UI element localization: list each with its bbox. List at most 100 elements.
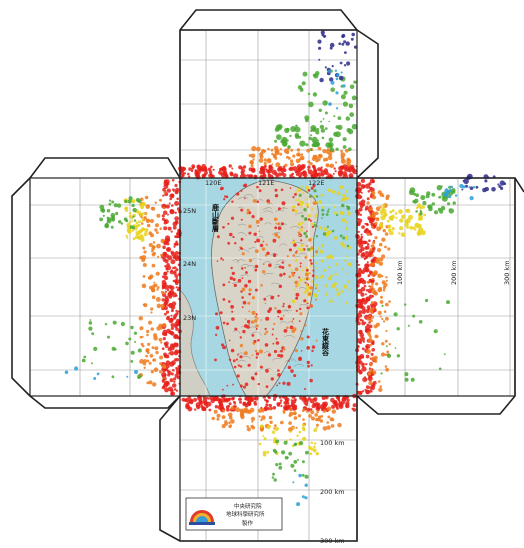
quake-dot [185, 404, 190, 410]
quake-dot [256, 200, 260, 203]
quake-dot [371, 311, 374, 314]
quake-dot [404, 303, 407, 306]
quake-dot [351, 32, 356, 37]
quake-dot [380, 372, 383, 375]
quake-dot [126, 236, 129, 239]
quake-dot [246, 319, 251, 324]
quake-dot [245, 397, 249, 401]
quake-dot [365, 222, 369, 226]
quake-dot [356, 222, 361, 227]
quake-dot [174, 251, 179, 255]
quake-dot [234, 327, 238, 331]
quake-dot [267, 353, 271, 357]
quake-dot [376, 217, 379, 220]
quake-dot [150, 206, 154, 210]
quake-dot [369, 386, 373, 390]
quake-dot [346, 255, 349, 258]
quake-dot [89, 319, 92, 321]
quake-dot [139, 335, 143, 339]
quake-dot [166, 213, 169, 216]
quake-dot [129, 225, 134, 229]
quake-dot [305, 118, 309, 123]
quake-dot [263, 437, 267, 441]
quake-dot [326, 210, 330, 213]
quake-dot [361, 270, 365, 274]
quake-dot [363, 284, 367, 288]
quake-dot [219, 167, 224, 171]
quake-dot [315, 253, 318, 256]
quake-dot [322, 232, 327, 236]
quake-dot [257, 339, 260, 342]
quake-dot [146, 219, 149, 222]
quake-dot [244, 284, 248, 288]
quake-dot [147, 342, 151, 346]
relief-stroke [262, 261, 272, 265]
quake-dot [325, 234, 329, 237]
quake-dot [320, 193, 324, 197]
relief-stroke [237, 196, 249, 200]
quake-dot [309, 290, 312, 293]
quake-dot [368, 333, 372, 337]
quake-dot [173, 334, 178, 340]
south-dist-200: 200 km [320, 488, 345, 496]
quake-dot [465, 184, 468, 188]
quake-dot [299, 396, 303, 400]
quake-dot [254, 396, 259, 401]
quake-dot [306, 230, 308, 233]
quake-dot [230, 406, 235, 411]
quake-dot [165, 310, 170, 314]
quake-dot [317, 172, 322, 178]
quake-dot [222, 409, 226, 413]
quake-dot [235, 407, 241, 413]
quake-dot [245, 271, 248, 274]
quake-dot [264, 343, 269, 347]
quake-dot [193, 397, 198, 402]
quake-dot [371, 307, 375, 311]
quake-dot [258, 189, 262, 193]
relief-stroke [237, 206, 245, 209]
quake-dot [249, 396, 255, 402]
quake-dot [342, 84, 346, 88]
quake-dot [349, 84, 355, 90]
quake-dot [173, 266, 177, 270]
quake-dot [399, 218, 404, 223]
quake-dot [352, 408, 357, 412]
quake-dot [165, 182, 169, 186]
quake-dot [314, 221, 316, 224]
quake-dot [239, 336, 242, 339]
quake-dot [246, 211, 249, 215]
quake-dot [484, 179, 488, 183]
quake-dot [291, 241, 294, 244]
quake-dot [335, 77, 339, 81]
quake-dot [315, 339, 318, 342]
quake-dot [281, 450, 286, 455]
quake-dot [368, 239, 371, 242]
quake-dot [311, 349, 314, 353]
quake-dot [394, 347, 397, 349]
quake-dot [340, 150, 343, 153]
quake-dot [369, 285, 374, 289]
quake-dot [291, 273, 295, 277]
quake-dot [128, 337, 132, 341]
quake-dot [108, 202, 112, 206]
quake-dot [318, 226, 323, 230]
relief-stroke [251, 258, 263, 261]
quake-dot [319, 249, 324, 254]
quake-dot [372, 241, 376, 245]
quake-dot [265, 243, 268, 246]
quake-dot [160, 238, 165, 244]
quake-dot [343, 40, 347, 44]
quake-dot [369, 389, 373, 393]
quake-dot [230, 305, 235, 309]
quake-dot [368, 309, 373, 313]
quake-dot [228, 164, 232, 168]
quake-dot [282, 305, 285, 308]
quake-dot [152, 251, 156, 256]
quake-dot [325, 158, 329, 162]
quake-dot [251, 146, 257, 152]
quake-dot [345, 221, 348, 224]
quake-dot [300, 153, 304, 156]
quake-dot [420, 230, 426, 236]
quake-dot [167, 292, 173, 297]
quake-dot [81, 358, 86, 363]
